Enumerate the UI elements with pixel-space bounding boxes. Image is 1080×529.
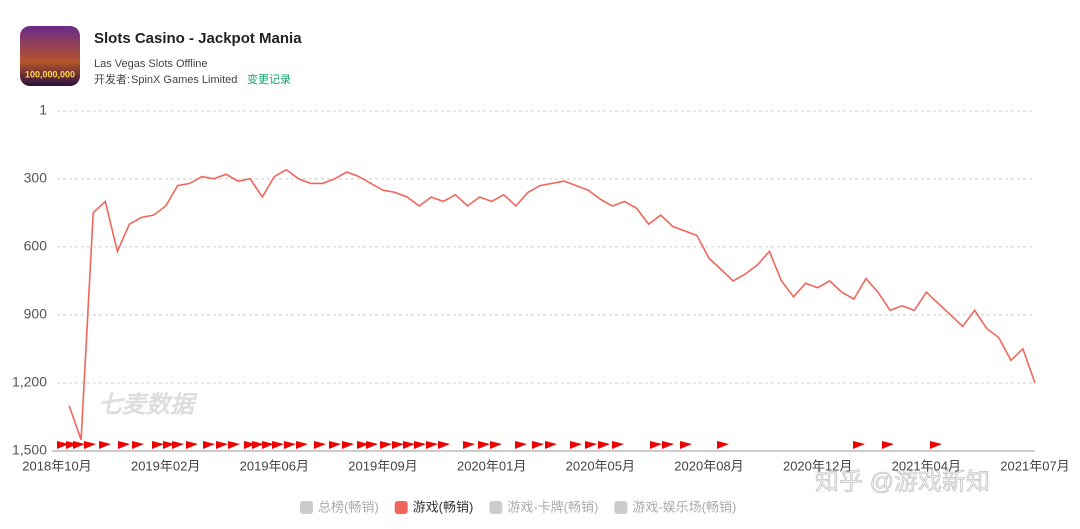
event-flag: [598, 441, 610, 451]
x-tick-label: 2020年12月: [783, 458, 852, 473]
credit: 知乎 @游戏新知: [815, 468, 990, 495]
event-flag: [152, 441, 164, 451]
event-flag: [650, 441, 662, 451]
event-flag: [570, 441, 582, 451]
legend-item[interactable]: 总榜(畅销): [300, 499, 379, 514]
x-tick-label: 2020年05月: [566, 458, 635, 473]
event-flag: [463, 441, 475, 451]
watermark: 七麦数据: [98, 391, 198, 418]
app-icon: [20, 26, 80, 86]
event-flag: [132, 441, 144, 451]
changelog-link[interactable]: 变更记录: [247, 72, 291, 86]
event-flag: [329, 441, 341, 451]
event-flag: [284, 441, 296, 451]
event-flag: [490, 441, 502, 451]
series-line: [68, 168, 1036, 440]
event-flag: [612, 441, 624, 451]
event-flag: [262, 441, 274, 451]
y-tick-label: 600: [24, 238, 48, 254]
app-title: Slots Casino - Jackpot Mania: [94, 30, 302, 47]
event-flag: [717, 441, 729, 451]
developer: SpinX Games Limited: [131, 74, 237, 86]
event-flag: [296, 441, 308, 451]
y-tick-label: 300: [24, 170, 48, 186]
event-flag: [478, 441, 490, 451]
event-flag: [203, 441, 215, 451]
event-flag: [272, 441, 284, 451]
legend-swatch: [489, 501, 503, 514]
event-flag: [366, 441, 378, 451]
event-flag: [99, 441, 111, 451]
legend-label: 游戏-娱乐场(畅销): [632, 499, 736, 514]
y-tick-label: 1,200: [12, 374, 47, 390]
event-flag: [84, 441, 96, 451]
legend-swatch: [614, 501, 628, 514]
event-flag: [438, 441, 450, 451]
legend-label: 游戏(畅销): [413, 499, 474, 514]
legend-item[interactable]: 游戏-卡牌(畅销): [489, 499, 598, 514]
event-flag: [882, 441, 894, 451]
event-flag: [403, 441, 415, 451]
x-tick-label: 2019年02月: [131, 458, 200, 473]
event-flag: [545, 441, 557, 451]
event-flag: [392, 441, 404, 451]
event-flag: [314, 441, 326, 451]
x-tick-label: 2021年07月: [1000, 458, 1069, 473]
app-subtitle: Las Vegas Slots Offline: [94, 58, 208, 70]
event-flag: [414, 441, 426, 451]
event-flag: [853, 441, 865, 451]
event-flag: [930, 441, 942, 451]
event-flag: [380, 441, 392, 451]
legend-item[interactable]: 游戏(畅销): [394, 499, 474, 514]
event-flag: [186, 441, 198, 451]
developer-label: 开发者:: [94, 72, 130, 86]
legend-label: 总榜(畅销): [318, 499, 379, 514]
event-flag: [216, 441, 228, 451]
event-flag: [252, 441, 264, 451]
event-flag: [680, 441, 692, 451]
event-flag: [426, 441, 438, 451]
x-tick-label: 2021年04月: [892, 458, 961, 473]
event-flag: [585, 441, 597, 451]
y-tick-label: 1,500: [12, 442, 47, 458]
event-flag: [342, 441, 354, 451]
event-flag: [73, 441, 85, 451]
event-flag: [228, 441, 240, 451]
icon-text: 100,000,000: [25, 69, 75, 79]
event-flag: [172, 441, 184, 451]
event-flag: [662, 441, 674, 451]
x-tick-label: 2020年01月: [457, 458, 526, 473]
y-tick-label: 1: [39, 102, 47, 118]
event-flag: [532, 441, 544, 451]
y-tick-label: 900: [24, 306, 48, 322]
event-flags: [57, 441, 942, 451]
x-tick-label: 2020年08月: [674, 458, 743, 473]
legend-item[interactable]: 游戏-娱乐场(畅销): [614, 499, 736, 514]
event-flag: [118, 441, 130, 451]
x-tick-label: 2019年06月: [240, 458, 309, 473]
x-tick-label: 2019年09月: [348, 458, 417, 473]
event-flag: [515, 441, 527, 451]
legend-swatch: [300, 501, 313, 514]
legend-label: 游戏-卡牌(畅销): [507, 499, 598, 514]
legend-swatch: [394, 501, 408, 514]
x-tick-label: 2018年10月: [22, 458, 91, 473]
